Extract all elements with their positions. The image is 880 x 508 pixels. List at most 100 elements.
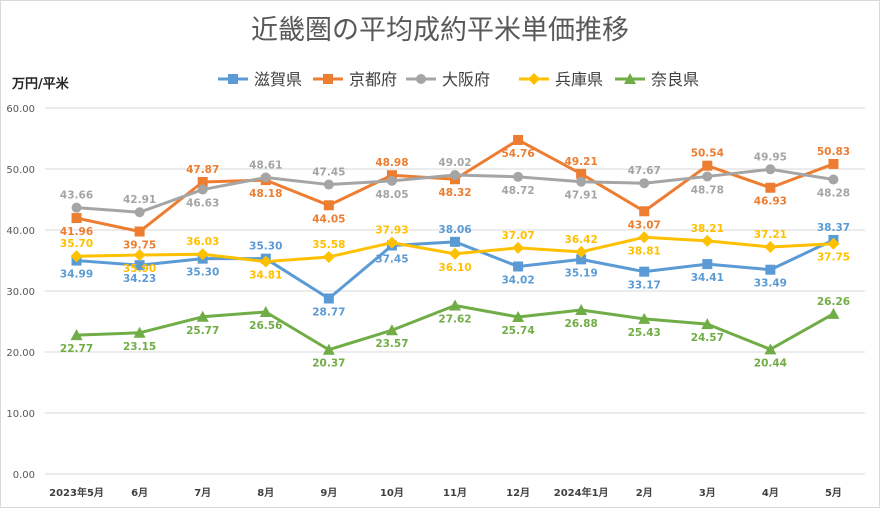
data-point <box>765 182 776 193</box>
data-point <box>71 202 82 213</box>
legend-marker <box>624 73 636 84</box>
data-point <box>449 247 461 260</box>
data-label: 48.28 <box>817 187 850 199</box>
x-axis-ticks: 2023年5月 6月 7月 8月 9月 10月 11月 12月 2024年1月 2月 3月 4月 5月 <box>49 486 842 499</box>
data-label: 47.91 <box>565 190 598 202</box>
series-3: 35.70 35.90 36.03 34.81 35.58 37.93 36.10 37.07… <box>60 223 850 282</box>
data-label: 47.45 <box>312 167 345 179</box>
x-tick-label: 2023年5月 <box>49 486 104 499</box>
data-point <box>828 174 839 185</box>
data-label: 38.06 <box>438 224 471 236</box>
data-point <box>513 134 524 145</box>
data-point <box>576 254 587 265</box>
data-label: 47.67 <box>628 165 661 177</box>
data-label: 23.57 <box>375 338 408 350</box>
data-label: 36.10 <box>438 262 471 274</box>
data-point <box>513 171 524 182</box>
data-point <box>764 343 777 355</box>
data-point <box>827 307 840 319</box>
data-label: 35.70 <box>60 238 93 250</box>
data-label: 28.77 <box>312 307 345 319</box>
x-tick-label: 3月 <box>699 487 716 499</box>
data-point <box>322 343 335 355</box>
data-point <box>197 176 208 187</box>
data-label: 49.95 <box>754 151 787 163</box>
data-label: 48.98 <box>375 157 408 169</box>
data-label: 35.90 <box>123 263 156 275</box>
data-label: 34.41 <box>691 272 724 284</box>
data-point <box>196 248 209 261</box>
data-label: 20.44 <box>754 357 787 369</box>
data-label: 38.37 <box>817 222 850 234</box>
data-label: 26.88 <box>565 318 598 330</box>
data-point <box>765 264 776 275</box>
data-point <box>512 241 525 254</box>
data-point <box>386 170 397 181</box>
data-point <box>576 168 587 179</box>
data-label: 38.81 <box>628 245 661 257</box>
data-label: 37.21 <box>754 229 787 241</box>
data-point <box>575 304 588 316</box>
data-label: 49.02 <box>438 157 471 169</box>
data-point <box>323 179 334 190</box>
data-label: 44.05 <box>312 213 345 225</box>
data-label: 48.18 <box>249 188 282 200</box>
data-label: 35.19 <box>565 267 598 279</box>
data-point <box>386 175 397 186</box>
x-tick-label: 10月 <box>380 487 404 499</box>
data-point <box>575 245 588 258</box>
data-label: 26.26 <box>817 296 850 308</box>
legend: 滋賀県 京都府 大阪府 兵庫県 奈良県 <box>218 70 699 89</box>
x-tick-label: 12月 <box>506 487 530 499</box>
legend-marker <box>416 74 426 84</box>
data-point <box>197 184 208 195</box>
x-tick-label: 11月 <box>443 487 467 499</box>
x-tick-label: 6月 <box>131 487 148 499</box>
data-point <box>133 249 146 262</box>
data-point <box>70 250 83 263</box>
data-point <box>133 326 146 338</box>
series-4: 22.77 23.15 25.77 26.56 20.37 23.57 27.62 25.74… <box>60 296 850 370</box>
data-label: 41.96 <box>60 226 93 238</box>
data-point <box>450 169 460 180</box>
legend-marker <box>528 73 540 85</box>
data-point <box>702 160 713 171</box>
data-label: 25.77 <box>186 325 219 337</box>
data-label: 48.72 <box>501 185 534 197</box>
data-point <box>827 237 840 250</box>
data-label: 34.81 <box>249 270 282 282</box>
data-point <box>71 213 82 224</box>
data-point <box>701 234 714 247</box>
data-label: 43.66 <box>60 190 93 202</box>
data-point <box>323 293 334 304</box>
data-label: 38.21 <box>691 223 724 235</box>
data-label: 37.07 <box>501 230 534 242</box>
data-label: 46.93 <box>754 196 787 208</box>
data-label: 34.02 <box>501 274 534 286</box>
data-point <box>134 207 145 218</box>
y-axis-ticks: 0.00 10.00 20.00 30.00 40.00 50.00 60.00 <box>6 104 35 481</box>
y-tick-label: 10.00 <box>6 409 35 420</box>
data-point <box>259 255 272 268</box>
data-label: 37.75 <box>817 252 850 264</box>
y-axis-title: 万円/平米 <box>11 76 70 92</box>
data-point <box>639 266 650 277</box>
data-label: 43.07 <box>628 219 661 231</box>
data-label: 33.49 <box>754 278 787 290</box>
data-label: 25.43 <box>628 327 661 339</box>
data-label: 36.03 <box>186 236 219 248</box>
legend-marker <box>228 74 238 84</box>
data-label: 54.76 <box>501 148 534 160</box>
data-label: 47.87 <box>186 164 219 176</box>
data-point <box>196 310 209 322</box>
y-tick-label: 50.00 <box>6 165 35 176</box>
legend-label: 兵庫県 <box>555 70 603 89</box>
data-point <box>701 318 714 330</box>
x-tick-label: 9月 <box>320 487 337 499</box>
data-point <box>828 158 839 169</box>
x-tick-label: 2024年1月 <box>554 486 609 499</box>
data-point <box>322 250 335 263</box>
data-point <box>576 176 587 187</box>
